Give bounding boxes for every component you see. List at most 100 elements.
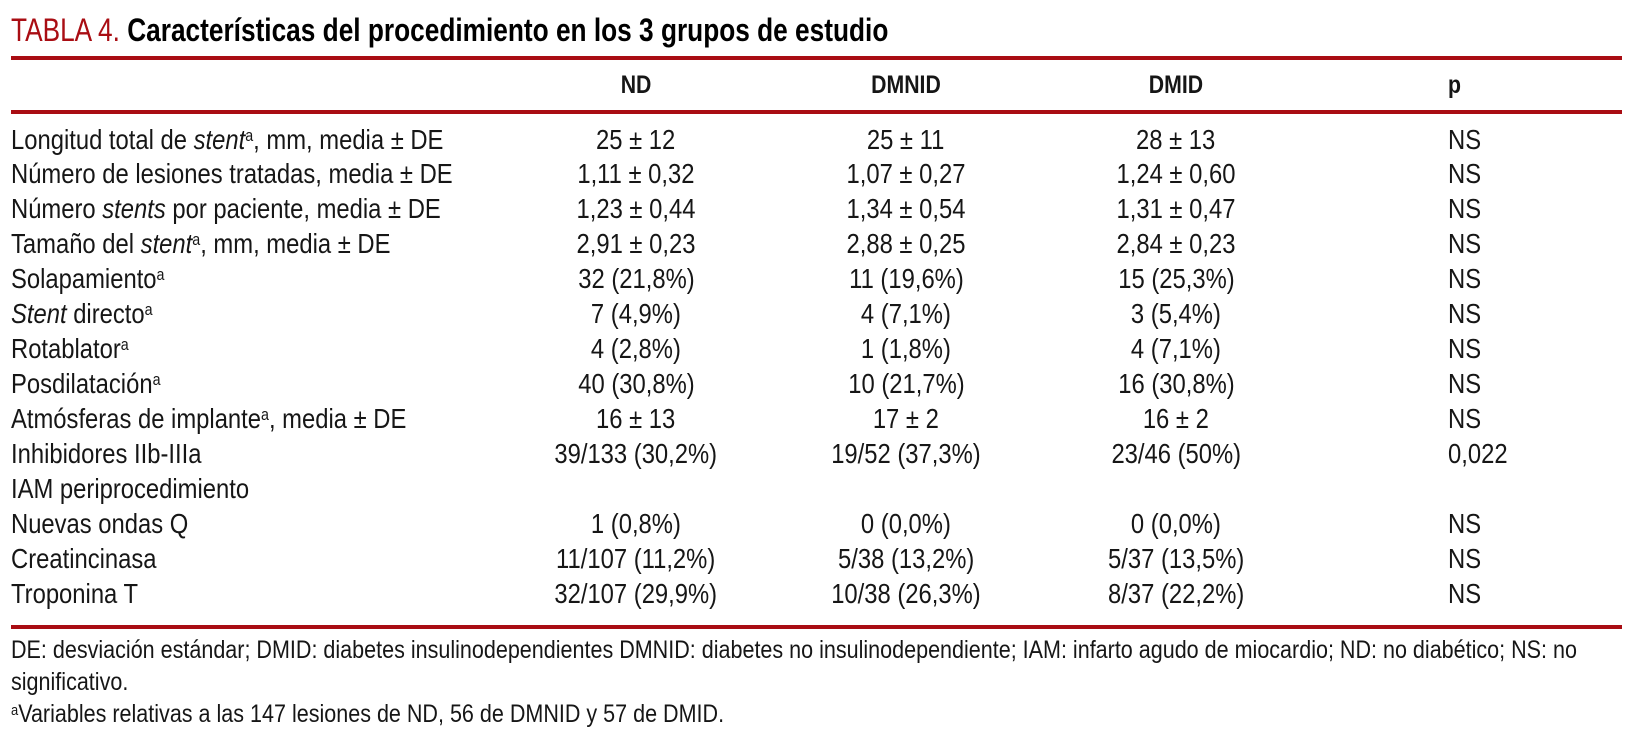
nd-value-cell: 4 (2,8%) — [501, 331, 771, 366]
table-header: ND DMNID DMID p — [11, 60, 1622, 114]
row-label: Longitud total de stenta, mm, media ± DE — [11, 124, 444, 155]
nd-value-cell: 32/107 (29,9%) — [501, 576, 771, 611]
dmid-value-cell: 1,24 ± 0,60 — [1041, 156, 1311, 191]
p-value-cell: NS — [1311, 506, 1622, 541]
table-number: TABLA 4. — [11, 12, 120, 48]
p-value: NS — [1448, 124, 1482, 155]
row-label-cell: Longitud total de stenta, mm, media ± DE — [11, 112, 501, 156]
dmid-value-cell — [1041, 471, 1311, 506]
row-label: Rotablatora — [11, 332, 129, 364]
nd-value-cell: 1,11 ± 0,32 — [501, 156, 771, 191]
p-value: NS — [1448, 542, 1482, 574]
p-value-cell — [1311, 471, 1622, 506]
dmnid-value-cell: 19/52 (37,3%) — [771, 436, 1041, 471]
p-value-cell: NS — [1311, 191, 1622, 226]
row-label-cell: Nuevas ondas Q — [11, 506, 501, 541]
dmnid-value-cell: 10/38 (26,3%) — [771, 576, 1041, 611]
nd-value: 7 (4,9%) — [591, 297, 681, 329]
row-label: Stent directoa — [11, 297, 153, 329]
dmnid-value: 10 (21,7%) — [847, 367, 965, 399]
row-label: Número stents por paciente, media ± DE — [11, 192, 441, 224]
p-value-cell: NS — [1311, 541, 1622, 576]
col-header-nd: ND — [501, 60, 771, 114]
dmnid-value: 1,34 ± 0,54 — [846, 192, 966, 224]
table-row: Creatincinasa 11/107 (11,2%) 5/38 (13,2%… — [11, 541, 1622, 576]
p-value-cell: NS — [1311, 401, 1622, 436]
dmid-value-cell: 23/46 (50%) — [1041, 436, 1311, 471]
dmnid-value-cell — [771, 471, 1041, 506]
dmnid-value-cell: 11 (19,6%) — [771, 261, 1041, 296]
nd-value: 25 ± 12 — [596, 124, 676, 155]
dmnid-value: 19/52 (37,3%) — [831, 437, 981, 469]
dmnid-value-cell: 17 ± 2 — [771, 401, 1041, 436]
row-label: Posdilatacióna — [11, 367, 161, 399]
dmid-value: 16 (30,8%) — [1117, 367, 1235, 399]
data-table: ND DMNID DMID p Longitud total de stenta… — [11, 60, 1622, 611]
p-value: NS — [1448, 192, 1482, 224]
p-value: NS — [1448, 507, 1482, 539]
dmid-value-cell: 1,31 ± 0,47 — [1041, 191, 1311, 226]
nd-value-cell: 1,23 ± 0,44 — [501, 191, 771, 226]
dmnid-value: 1 (1,8%) — [861, 332, 951, 364]
col-header-dmid: DMID — [1041, 60, 1311, 114]
table-row: Rotablatora 4 (2,8%) 1 (1,8%) 4 (7,1%) N… — [11, 331, 1622, 366]
header-row: ND DMNID DMID p — [11, 60, 1622, 114]
row-label-cell: Solapamientoa — [11, 261, 501, 296]
nd-value: 4 (2,8%) — [591, 332, 681, 364]
row-label-cell: Atmósferas de implantea, media ± DE — [11, 401, 501, 436]
dmid-value: 4 (7,1%) — [1131, 332, 1221, 364]
row-label-cell: Tamaño del stenta, mm, media ± DE — [11, 226, 501, 261]
dmid-value-cell: 2,84 ± 0,23 — [1041, 226, 1311, 261]
dmid-value-cell: 5/37 (13,5%) — [1041, 541, 1311, 576]
p-value-cell: NS — [1311, 366, 1622, 401]
dmid-value: 28 ± 13 — [1136, 124, 1216, 155]
table-row: Atmósferas de implantea, media ± DE 16 ±… — [11, 401, 1622, 436]
footnote-abbreviations: DE: desviación estándar; DMID: diabetes … — [11, 636, 1577, 696]
figure-content: TABLA 4. Características del procedimien… — [0, 9, 1633, 730]
rule-top — [11, 56, 1622, 60]
dmid-value: 0 (0,0%) — [1131, 507, 1221, 539]
dmnid-value: 17 ± 2 — [872, 402, 940, 434]
dmnid-value: 10/38 (26,3%) — [831, 577, 981, 609]
table-row: Número stents por paciente, media ± DE 1… — [11, 191, 1622, 226]
dmid-value: 23/46 (50%) — [1111, 437, 1241, 469]
row-label: IAM periprocedimiento — [11, 472, 250, 504]
dmid-value: 16 ± 2 — [1142, 402, 1210, 434]
table-row: Tamaño del stenta, mm, media ± DE 2,91 ±… — [11, 226, 1622, 261]
p-value-cell: NS — [1311, 331, 1622, 366]
dmnid-value-cell: 1,07 ± 0,27 — [771, 156, 1041, 191]
p-value: NS — [1448, 577, 1482, 609]
dmnid-value: 2,88 ± 0,25 — [846, 227, 966, 259]
dmid-value: 1,24 ± 0,60 — [1116, 157, 1236, 189]
dmnid-value: 4 (7,1%) — [861, 297, 951, 329]
dmnid-value-cell: 4 (7,1%) — [771, 296, 1041, 331]
row-label: Tamaño del stenta, mm, media ± DE — [11, 227, 391, 259]
nd-value-cell: 40 (30,8%) — [501, 366, 771, 401]
dmnid-value: 11 (19,6%) — [848, 262, 964, 294]
col-header-nd-label: ND — [620, 70, 652, 99]
row-label: Inhibidores IIb-IIIa — [11, 437, 202, 469]
nd-value-cell: 7 (4,9%) — [501, 296, 771, 331]
dmnid-value-cell: 2,88 ± 0,25 — [771, 226, 1041, 261]
dmnid-value: 1,07 ± 0,27 — [846, 157, 966, 189]
row-label: Nuevas ondas Q — [11, 507, 189, 539]
table-row: Inhibidores IIb-IIIa 39/133 (30,2%) 19/5… — [11, 436, 1622, 471]
table-caption: Características del procedimiento en los… — [127, 12, 889, 48]
dmid-value: 1,31 ± 0,47 — [1116, 192, 1236, 224]
nd-value: 32/107 (29,9%) — [554, 577, 718, 609]
nd-value: 16 ± 13 — [596, 402, 676, 434]
dmid-value: 3 (5,4%) — [1131, 297, 1221, 329]
dmid-value-cell: 28 ± 13 — [1041, 112, 1311, 156]
p-value: NS — [1448, 157, 1482, 189]
p-value-cell: NS — [1311, 156, 1622, 191]
col-header-dmnid-label: DMNID — [871, 70, 941, 99]
p-value-cell: NS — [1311, 296, 1622, 331]
table-row: IAM periprocedimiento — [11, 471, 1622, 506]
nd-value: 1 (0,8%) — [591, 507, 681, 539]
p-value-cell: NS — [1311, 576, 1622, 611]
dmid-value-cell: 8/37 (22,2%) — [1041, 576, 1311, 611]
nd-value-cell: 16 ± 13 — [501, 401, 771, 436]
dmnid-value-cell: 10 (21,7%) — [771, 366, 1041, 401]
p-value-cell: NS — [1311, 112, 1622, 156]
nd-value: 11/107 (11,2%) — [556, 542, 716, 574]
